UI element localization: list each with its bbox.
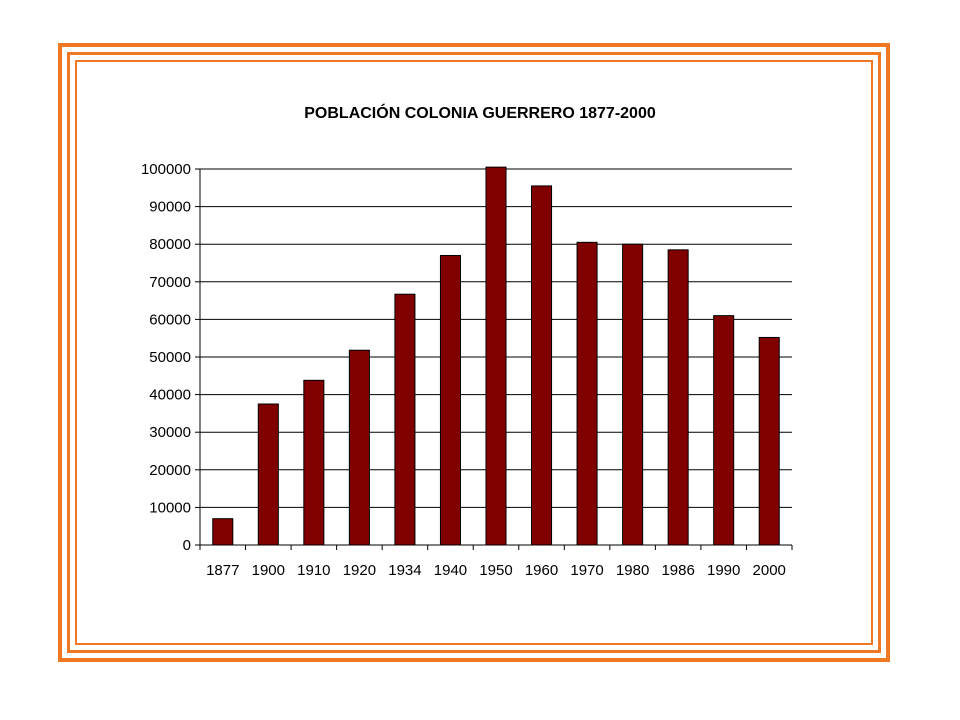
decorative-frame-middle	[67, 52, 881, 653]
bars	[212, 166, 780, 546]
bar-1934	[394, 293, 416, 546]
x-tick-label: 1990	[707, 562, 740, 579]
bar-1980	[622, 243, 644, 546]
decorative-frame-outer	[58, 43, 890, 662]
bar-1920	[348, 349, 370, 546]
y-tick-label: 60000	[149, 311, 191, 328]
bar-1900	[257, 403, 279, 546]
x-tick-label: 1920	[343, 562, 376, 579]
y-tick-label: 100000	[141, 161, 191, 178]
x-tick-label: 1986	[661, 562, 694, 579]
x-tick-label: 1934	[388, 562, 421, 579]
y-tick-label: 40000	[149, 387, 191, 404]
x-tick-label: 1877	[206, 562, 239, 579]
bar-2000	[758, 336, 780, 546]
x-tick-label: 1950	[479, 562, 512, 579]
y-tick-label: 80000	[149, 236, 191, 253]
x-tick-label: 1970	[570, 562, 603, 579]
x-tick-label: 1940	[434, 562, 467, 579]
decorative-frame-inner	[75, 60, 873, 645]
axes	[195, 168, 793, 550]
x-tick-label: 1960	[525, 562, 558, 579]
bar-1877	[212, 518, 234, 546]
y-tick-label: 10000	[149, 499, 191, 516]
x-tick-label: 1980	[616, 562, 649, 579]
x-tick-label: 2000	[753, 562, 786, 579]
y-axis-tick-labels: 0 10000 20000 30000 40000 50000 60000 70000 8000…	[141, 161, 191, 554]
y-tick-label: 0	[183, 537, 191, 554]
bar-1910	[303, 379, 325, 546]
x-axis-tick-labels: 1877 1900 1910 1920 1934 1940 1950 1960 1970 1980…	[206, 562, 786, 579]
y-tick-label: 50000	[149, 349, 191, 366]
bar-1986	[667, 249, 689, 546]
y-tick-label: 20000	[149, 462, 191, 479]
bar-1950	[485, 166, 507, 546]
bar-1960	[531, 185, 553, 546]
bar-1990	[713, 315, 735, 546]
y-tick-label: 90000	[149, 199, 191, 216]
bar-1940	[439, 254, 461, 546]
x-tick-label: 1900	[252, 562, 285, 579]
y-tick-label: 30000	[149, 424, 191, 441]
chart-title: POBLACIÓN COLONIA GUERRERO 1877-2000	[304, 103, 656, 122]
x-tick-label: 1910	[297, 562, 330, 579]
y-tick-label: 70000	[149, 274, 191, 291]
bar-1970	[576, 241, 598, 546]
